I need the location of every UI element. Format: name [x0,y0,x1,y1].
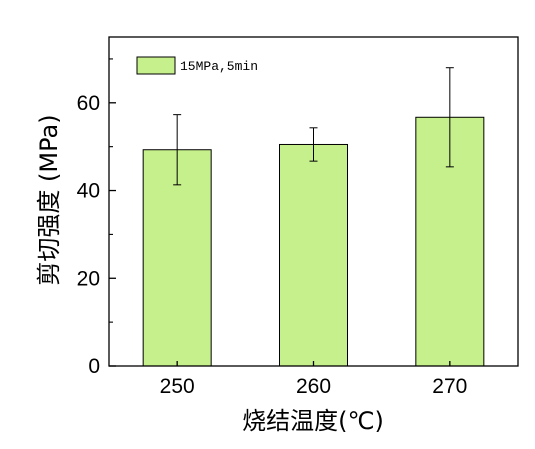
error-bar-250 [173,114,182,186]
x-tick-label-260: 260 [296,375,331,398]
plot-frame [108,36,519,367]
x-tick-label-270: 270 [432,375,467,398]
y-minor-ticks [109,58,113,323]
error-bar-260 [309,127,318,162]
legend: 15MPa,5min [136,56,258,75]
y-tick-label-40: 40 [77,180,100,203]
error-bars [173,67,454,186]
bar-250 [142,149,212,367]
legend-swatch [136,56,176,75]
y-tick-label-0: 0 [88,355,100,378]
error-bar-270 [445,67,454,168]
y-ticks: 0 20 40 60 [77,92,116,378]
y-tick-label-60: 60 [77,92,100,115]
x-tick-label-250: 250 [160,375,195,398]
y-axis-title: 剪切强度 (MPa) [35,114,63,285]
x-axis-title: 烧结温度(℃) [242,407,384,435]
y-tick-label-20: 20 [77,267,100,290]
x-ticks: 250 260 270 [160,361,467,398]
bar-260 [279,143,348,367]
legend-label: 15MPa,5min [180,59,258,74]
